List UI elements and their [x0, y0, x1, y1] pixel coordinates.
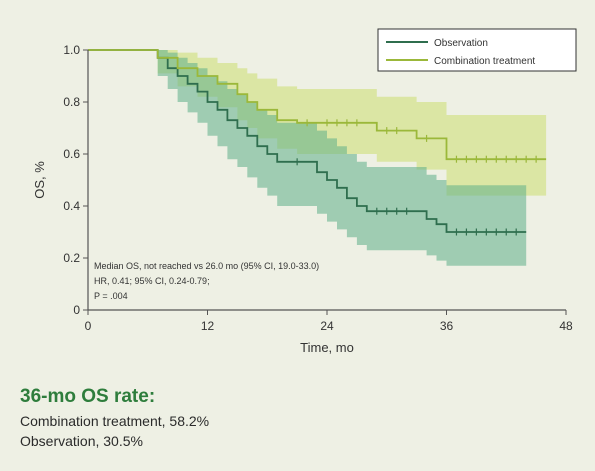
y-tick-label: 0.6 — [63, 147, 80, 161]
x-tick-label: 0 — [85, 319, 92, 333]
legend: Observation Combination treatment — [377, 28, 577, 72]
km-curve-combination — [88, 49, 547, 161]
x-tick-label: 24 — [320, 319, 334, 333]
x-ticks: 0 12 24 36 48 — [85, 310, 573, 333]
x-axis-title: Time, mo — [300, 340, 354, 355]
os-rate-combination: Combination treatment, 58.2% — [20, 413, 210, 429]
legend-box — [377, 28, 577, 72]
x-tick-label: 48 — [559, 319, 573, 333]
y-ticks: 0 0.2 0.4 0.6 0.8 1.0 — [63, 43, 88, 317]
annotation-p-value: P = .004 — [94, 291, 128, 301]
km-curve-observation — [88, 49, 527, 233]
y-tick-label: 0.8 — [63, 95, 80, 109]
os-rate-observation: Observation, 30.5% — [20, 433, 143, 449]
y-tick-label: 0.4 — [63, 199, 80, 213]
confidence-bands — [88, 50, 547, 266]
y-tick-label: 1.0 — [63, 43, 80, 57]
survival-curves — [88, 49, 547, 236]
os-rate-title: 36-mo OS rate: — [20, 386, 156, 407]
os-rate-summary: 36-mo OS rate: Combination treatment, 58… — [20, 386, 420, 453]
annotation-median-os: Median OS, not reached vs 26.0 mo (95% C… — [94, 261, 319, 271]
y-tick-label: 0.2 — [63, 251, 80, 265]
legend-label-combination: Combination treatment — [434, 56, 535, 67]
legend-label-observation: Observation — [434, 38, 488, 49]
y-axis-title: OS, % — [32, 161, 47, 199]
x-tick-label: 12 — [201, 319, 215, 333]
stats-annotation: Median OS, not reached vs 26.0 mo (95% C… — [94, 261, 319, 301]
annotation-hazard-ratio: HR, 0.41; 95% CI, 0.24-0.79; — [94, 276, 210, 286]
y-tick-label: 0 — [73, 303, 80, 317]
x-tick-label: 36 — [440, 319, 454, 333]
